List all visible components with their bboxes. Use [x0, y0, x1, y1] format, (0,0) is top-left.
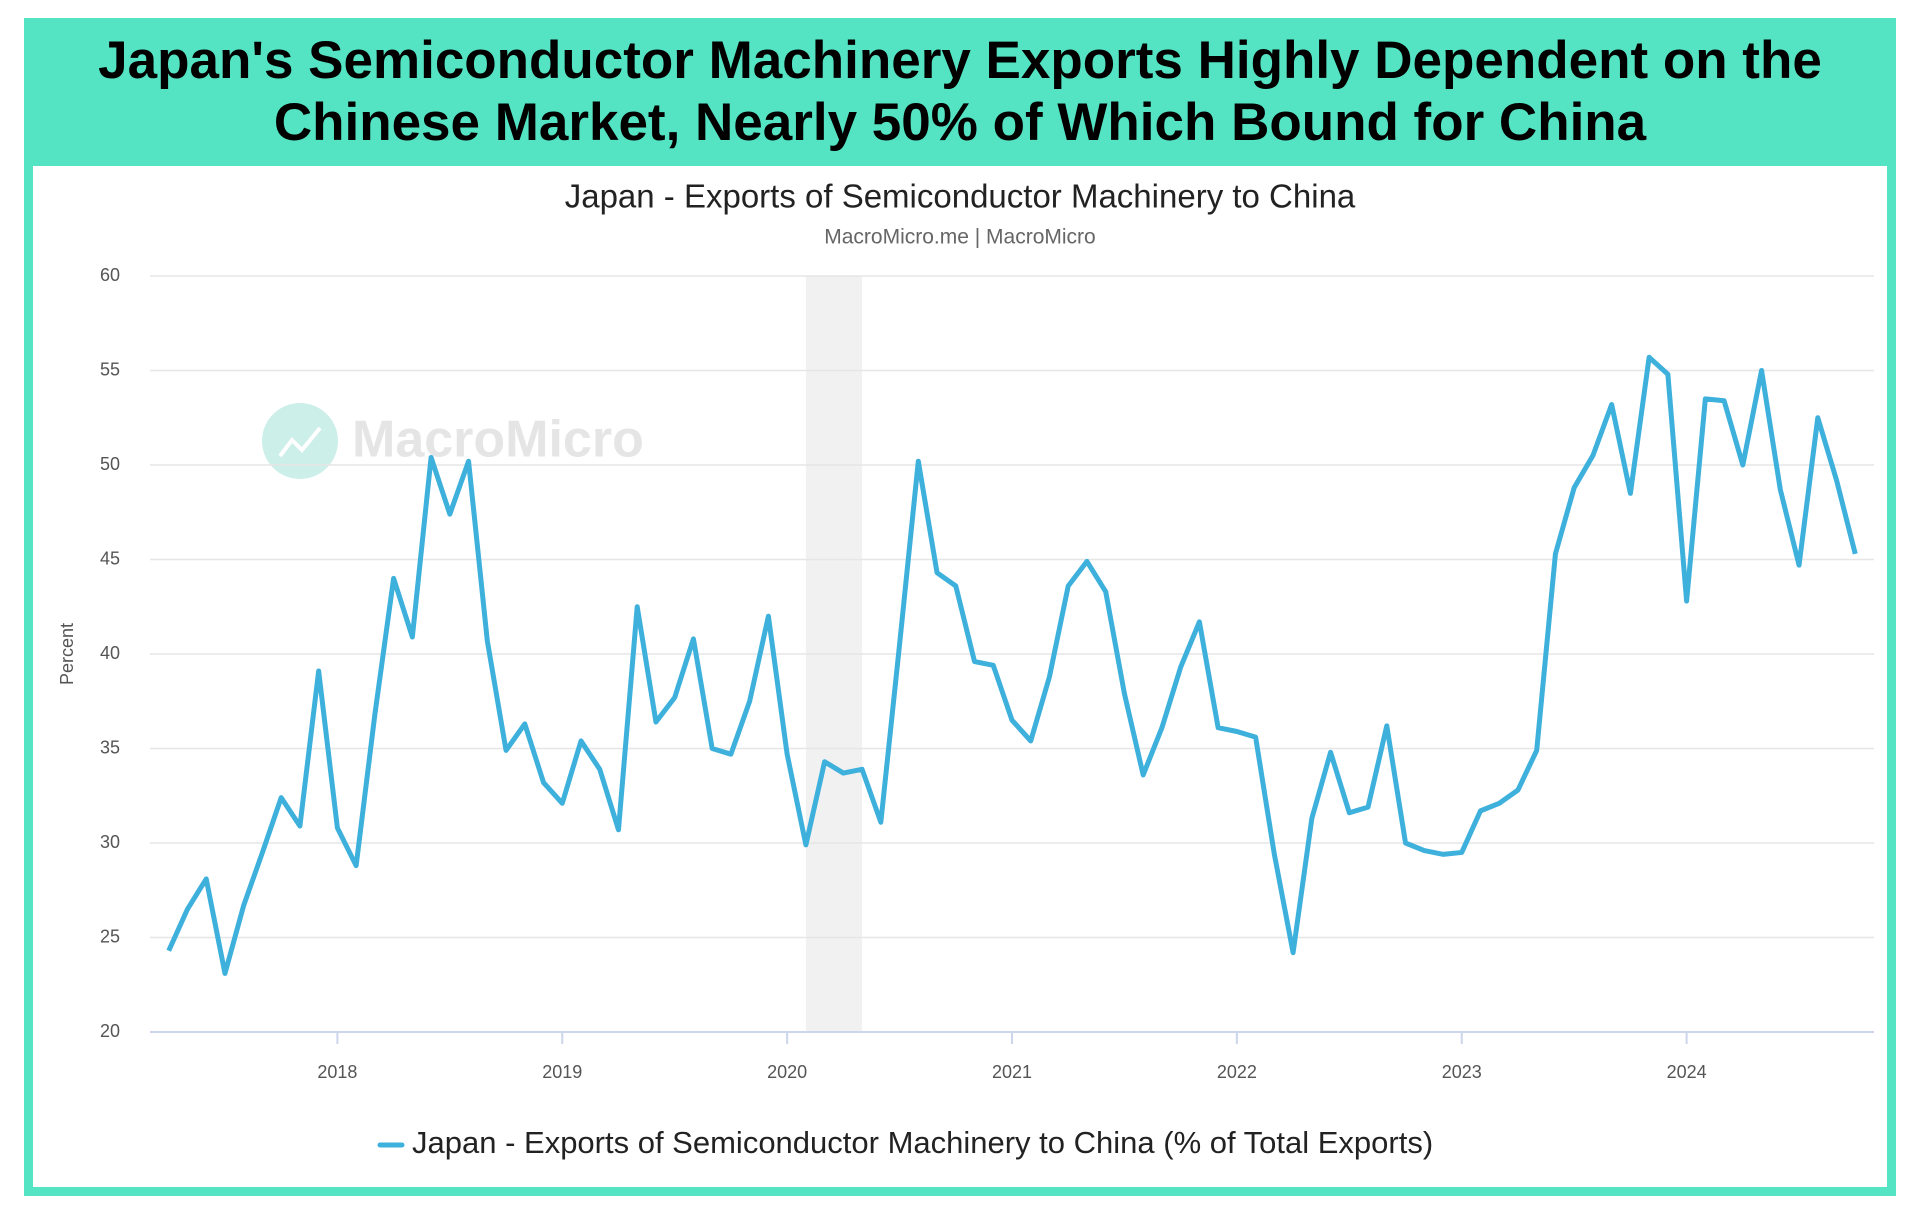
watermark: MacroMicro	[352, 411, 644, 469]
legend-label: Japan - Exports of Semiconductor Machine…	[412, 1125, 1433, 1160]
x-tick-label: 2022	[1217, 1062, 1257, 1082]
banner: Japan's Semiconductor Machinery Exports …	[24, 18, 1896, 166]
y-tick-label: 40	[100, 643, 120, 663]
y-tick-label: 60	[100, 265, 120, 285]
y-tick-label: 45	[100, 548, 120, 568]
x-tick-label: 2018	[317, 1062, 357, 1082]
x-tick-label: 2019	[542, 1062, 582, 1082]
chart-title: Japan - Exports of Semiconductor Machine…	[565, 178, 1356, 215]
x-tick-label: 2023	[1442, 1062, 1482, 1082]
series-line	[166, 354, 1858, 976]
y-tick-label: 25	[100, 926, 120, 946]
y-tick-label: 35	[100, 737, 120, 757]
y-tick-label: 50	[100, 454, 120, 474]
chart-subtitle: MacroMicro.me | MacroMicro	[824, 226, 1095, 249]
y-axis-label: Percent	[57, 623, 77, 685]
x-tick-label: 2021	[992, 1062, 1032, 1082]
x-tick-label: 2024	[1667, 1062, 1707, 1082]
banner-title: Japan's Semiconductor Machinery Exports …	[98, 31, 1822, 152]
y-tick-label: 30	[100, 832, 120, 852]
watermark-icon	[262, 403, 338, 479]
x-tick-label: 2020	[767, 1062, 807, 1082]
y-tick-label: 20	[100, 1021, 120, 1041]
y-tick-label: 55	[100, 359, 120, 379]
